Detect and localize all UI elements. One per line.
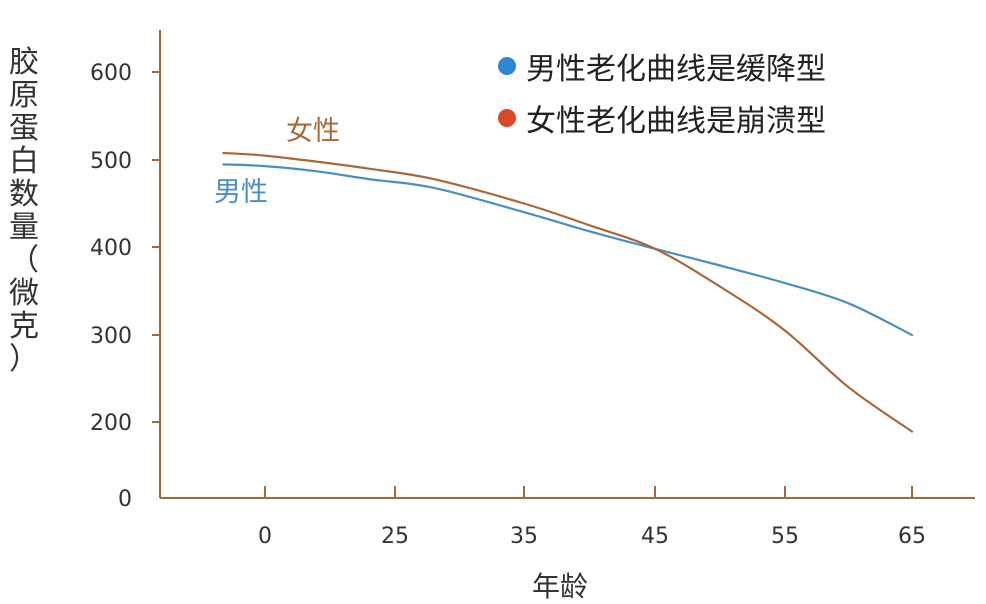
y-axis-label-char: 数 [9,177,39,212]
y-tick-label-600: 600 [90,61,132,86]
y-axis-label-char: 克 [9,309,39,344]
x-tick-label-55: 55 [771,524,799,549]
y-axis-label-char: 白 [9,144,39,179]
x-ticks: 0 25 35 45 55 65 [258,486,926,549]
series-lines [222,151,914,433]
y-tick-label-500: 500 [90,149,132,174]
x-tick-label-35: 35 [510,524,538,549]
x-axis-label: 年龄 [532,570,588,603]
y-axis-label-char: 胶 [9,45,39,80]
x-tick-label-45: 45 [641,524,669,549]
y-axis-label-char: 微 [9,276,39,311]
legend-label-female: 女性老化曲线是崩溃型 [526,104,826,139]
series-label-male: 男性 [214,177,268,208]
y-axis-label-char: （ [9,243,39,278]
x-tick-label-65: 65 [898,524,926,549]
y-tick-label-200: 200 [90,411,132,436]
legend-item-male: 男性老化曲线是缓降型 [498,44,826,88]
series-label-female: 女性 [286,116,340,147]
y-axis-label-char: 蛋 [9,111,39,146]
series-line-female [222,151,914,433]
legend-item-female: 女性老化曲线是崩溃型 [498,96,826,140]
legend-label-male: 男性老化曲线是缓降型 [526,52,826,87]
y-tick-label-300: 300 [90,324,132,349]
y-ticks: 0 200 300 400 500 600 [90,61,160,512]
x-tick-label-25: 25 [381,524,409,549]
legend-marker-female [498,109,516,127]
series-line-male [222,163,914,337]
y-tick-label-0: 0 [118,487,132,512]
y-axis-label-char: 原 [9,78,39,113]
legend-marker-male [498,57,516,75]
y-axis-label-char: 量 [9,210,39,245]
y-tick-label-400: 400 [90,236,132,261]
x-tick-label-0: 0 [258,524,272,549]
y-axis-label-char: ） [9,342,39,377]
